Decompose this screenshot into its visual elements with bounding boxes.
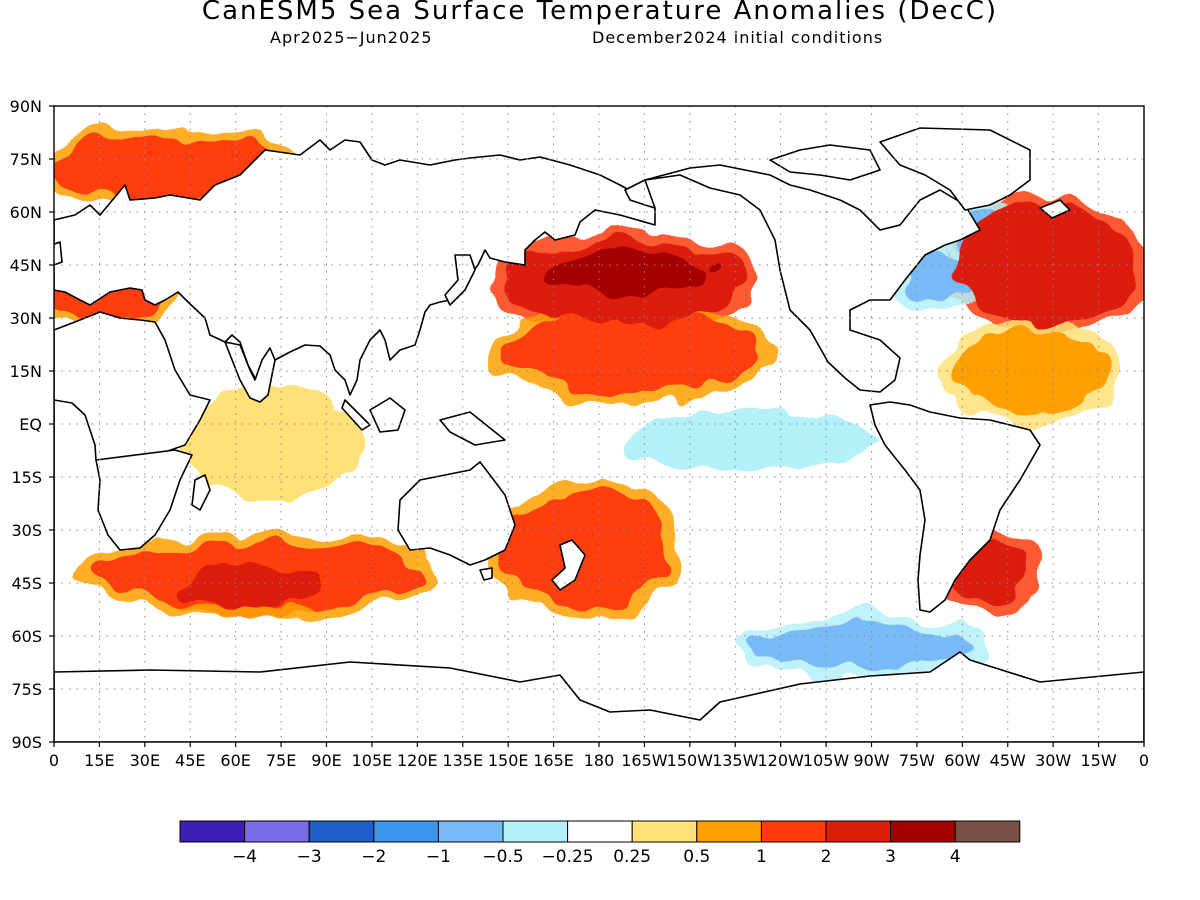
lon-label: 120W <box>757 751 804 770</box>
lon-label: 150E <box>488 751 529 770</box>
colorbar-swatch <box>244 820 310 843</box>
land-alaska <box>624 179 656 209</box>
colorbar-swatch <box>890 820 956 843</box>
colorbar-swatch <box>954 820 1021 843</box>
colorbar-swatch <box>825 820 892 843</box>
land-australia <box>397 461 516 566</box>
lon-label: 30E <box>130 751 160 770</box>
colorbar-swatch <box>179 820 246 843</box>
anomaly-region-14 <box>954 541 1031 607</box>
lon-label: 75W <box>899 751 935 770</box>
land-europe-asia <box>54 139 656 396</box>
lon-label: 30W <box>1035 751 1071 770</box>
colorbar-label: −2 <box>361 847 386 867</box>
colorbar-swatch <box>502 820 569 843</box>
lon-label: 45W <box>990 751 1026 770</box>
lat-label: 90N <box>10 97 42 116</box>
land-southern-africa <box>95 449 193 551</box>
lat-label: 15S <box>11 468 42 487</box>
colorbar-swatch <box>696 820 762 843</box>
colorbar-swatch <box>308 820 375 843</box>
land-south-america <box>869 401 1041 613</box>
lat-label: 45N <box>10 256 42 275</box>
lat-label: 75S <box>11 680 42 699</box>
land-new-zealand <box>551 539 586 591</box>
colorbar-label: −4 <box>232 847 257 867</box>
land-iceland <box>1039 199 1071 219</box>
land-uk <box>54 241 63 266</box>
lon-label: 45E <box>175 751 205 770</box>
anomaly-region-0 <box>182 382 365 501</box>
lon-label: 60E <box>220 751 250 770</box>
land-tasmania <box>479 567 493 581</box>
lat-label: EQ <box>19 415 42 434</box>
land-borneo <box>369 397 406 433</box>
lon-label: 105E <box>352 751 393 770</box>
lon-label: 180 <box>584 751 615 770</box>
lon-label: 165E <box>533 751 574 770</box>
lon-label: 165W <box>621 751 668 770</box>
colorbar-label: 0.25 <box>613 847 651 867</box>
colorbar-swatch <box>760 820 827 843</box>
lat-label: 30S <box>11 521 42 540</box>
lat-label: 45S <box>11 574 42 593</box>
lon-label: 135W <box>712 751 759 770</box>
subtitle-period: Apr2025−Jun2025 <box>270 28 433 47</box>
colorbar-swatch <box>631 820 698 843</box>
land-india <box>224 341 276 403</box>
lat-label: 60N <box>10 203 42 222</box>
map-title: CanESM5 Sea Surface Temperature Anomalie… <box>201 0 999 26</box>
lat-label: 60S <box>11 627 42 646</box>
lon-label: 90W <box>853 751 889 770</box>
colorbar-label: −3 <box>297 847 322 867</box>
anomaly-region-15 <box>545 251 713 296</box>
lon-label: 135E <box>442 751 483 770</box>
colorbar-label: 3 <box>885 847 896 867</box>
lon-label: 90E <box>311 751 341 770</box>
colorbar-label: 0.5 <box>683 847 710 867</box>
subtitle-init: December2024 initial conditions <box>592 28 884 47</box>
land-north-america <box>644 164 981 393</box>
anomaly-region-3 <box>500 312 759 395</box>
land-japan <box>444 254 476 306</box>
lat-label: 30N <box>10 309 42 328</box>
lon-label: 15W <box>1080 751 1116 770</box>
anomaly-region-13 <box>182 566 320 607</box>
anomaly-region-1 <box>621 410 880 473</box>
map-axes: 90N 75N 60N 45N 30N 15N EQ 15S 30S 45S 60S 75S 90S 0 1… <box>10 97 1149 770</box>
land-new-guinea <box>439 411 506 446</box>
colorbar-swatch <box>567 820 633 843</box>
lon-label: 60W <box>944 751 980 770</box>
lon-label: 0 <box>49 751 59 770</box>
lon-label: 150W <box>667 751 714 770</box>
colorbar-label: 1 <box>756 847 767 867</box>
anomaly-region-8 <box>742 622 971 671</box>
anomaly-region-7 <box>500 488 668 607</box>
colorbar-label: 4 <box>950 847 961 867</box>
colorbar-label: −0.25 <box>542 847 594 867</box>
land-antarctica <box>54 651 1144 742</box>
land-masses <box>54 127 1144 742</box>
land-arctic-islands <box>769 144 881 181</box>
lon-label: 105W <box>803 751 850 770</box>
colorbar-label: −0.5 <box>482 847 523 867</box>
lon-label: 120E <box>397 751 438 770</box>
lat-label: 15N <box>10 362 42 381</box>
land-madagascar <box>191 474 211 511</box>
color-legend: −4 −3 −2 −1 −0.5 −0.25 0.25 0.5 1 2 3 4 <box>179 820 1021 867</box>
land-sumatra <box>341 399 371 431</box>
anomaly-region-12 <box>954 206 1137 324</box>
lat-label: 75N <box>10 150 42 169</box>
map-grid <box>54 106 1144 742</box>
lon-label: 15E <box>84 751 114 770</box>
colorbar-swatch <box>437 820 504 843</box>
colorbar-label: −1 <box>426 847 451 867</box>
lat-label: 90S <box>11 733 42 752</box>
colorbar-swatch <box>373 820 439 843</box>
lon-label: 0 <box>1139 751 1149 770</box>
land-greenland <box>879 127 1031 211</box>
lon-label: 75E <box>266 751 296 770</box>
colorbar-label: 2 <box>821 847 832 867</box>
